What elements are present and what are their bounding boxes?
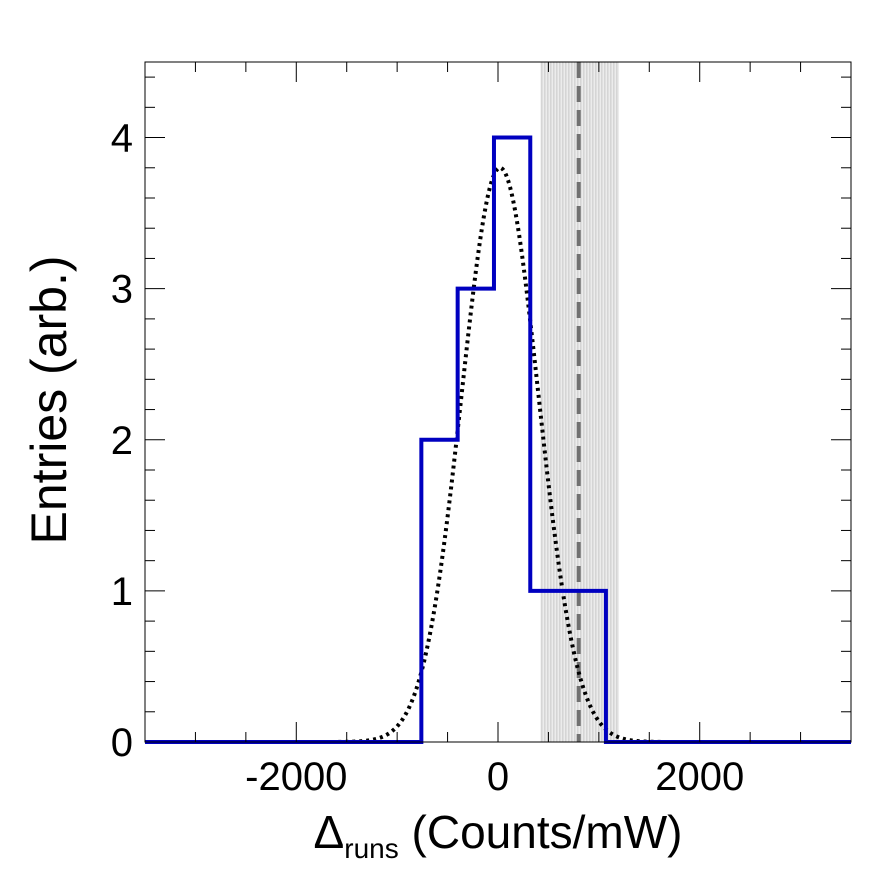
- x-tick-label: 0: [487, 755, 509, 799]
- y-tick-label: 3: [111, 268, 133, 312]
- y-tick-label: 0: [111, 721, 133, 765]
- tick-label-layer: -2000 0 2000 0 1 2 3 4: [111, 117, 744, 799]
- y-tick-label: 4: [111, 117, 133, 161]
- histogram-layer: [145, 135, 851, 744]
- x-axis-title: Δruns (Counts/mW): [314, 806, 683, 864]
- x-axis-symbol: Δ: [314, 806, 345, 858]
- tick-layer: [145, 62, 852, 743]
- y-tick-label: 1: [111, 570, 133, 614]
- y-tick-label: 2: [111, 419, 133, 463]
- x-axis-subscript: runs: [344, 833, 398, 864]
- y-axis-title: Entries (arb.): [21, 256, 77, 545]
- histogram-outline: [145, 135, 851, 744]
- x-tick-label: -2000: [245, 755, 347, 799]
- x-tick-label: 2000: [655, 755, 744, 799]
- x-axis-units: (Counts/mW): [399, 806, 683, 858]
